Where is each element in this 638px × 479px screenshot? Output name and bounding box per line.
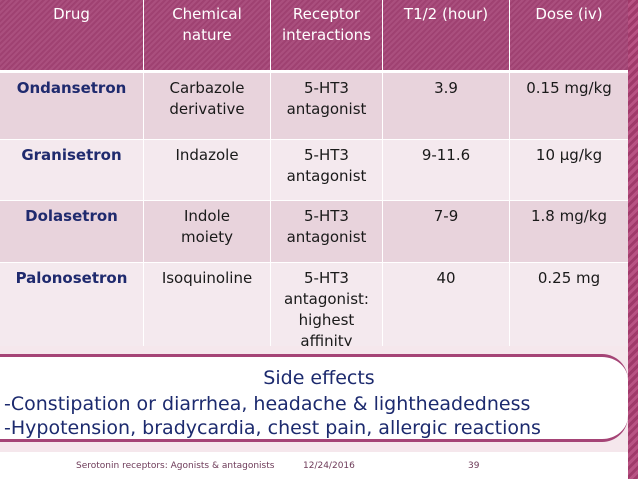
- drug-name-ondansetron: Ondansetron: [16, 79, 127, 97]
- cell-receptor-interaction: 5-HT3 antagonist: highest affinity: [271, 263, 383, 359]
- header-dose: Dose (iv): [510, 0, 628, 73]
- nature-line: Carbazole: [169, 79, 245, 97]
- interaction-line: antagonist: [286, 167, 367, 185]
- interaction-line: antagonist: [286, 228, 367, 246]
- table-row: Ondansetron Carbazole derivative 5-HT3 a…: [0, 73, 628, 140]
- half-life-value: 40: [436, 269, 456, 287]
- interaction-line: antagonist:: [284, 290, 369, 308]
- nature-line: Indazole: [175, 146, 239, 164]
- cell-dose: 0.25 mg: [510, 263, 628, 359]
- half-life-value: 3.9: [434, 79, 458, 97]
- header-half-life-text: T1/2 (hour): [403, 5, 489, 23]
- cell-half-life: 7-9: [383, 201, 510, 263]
- cell-half-life: 40: [383, 263, 510, 359]
- footer-title: Serotonin receptors: Agonists & antagoni…: [76, 461, 275, 471]
- header-dose-text: Dose (iv): [535, 5, 603, 23]
- header-chemical-nature-line1: Chemical: [172, 5, 242, 23]
- header-receptor-line1: Receptor: [292, 5, 361, 23]
- footer-page-number: 39: [468, 461, 480, 471]
- header-chemical-nature: Chemical nature: [144, 0, 271, 73]
- cell-dose: 0.15 mg/kg: [510, 73, 628, 140]
- header-drug: Drug: [0, 0, 144, 73]
- header-receptor-line2: interactions: [282, 26, 371, 44]
- interaction-line: affinity: [300, 332, 353, 350]
- cell-chemical-nature: Indole moiety: [144, 201, 271, 263]
- table-row: Dolasetron Indole moiety 5-HT3 antagonis…: [0, 201, 628, 263]
- cell-receptor-interaction: 5-HT3 antagonist: [271, 73, 383, 140]
- side-effects-panel: [0, 346, 628, 452]
- footer-date: 12/24/2016: [303, 461, 355, 471]
- drug-name-palonosetron: Palonosetron: [15, 269, 128, 287]
- drug-name-granisetron: Granisetron: [21, 146, 122, 164]
- interaction-line: 5-HT3: [304, 207, 349, 225]
- cell-receptor-interaction: 5-HT3 antagonist: [271, 140, 383, 201]
- side-effects-box: [0, 354, 628, 442]
- side-effects-line: -Hypotension, bradycardia, chest pain, a…: [4, 417, 541, 439]
- interaction-line: 5-HT3: [304, 146, 349, 164]
- table-row: Palonosetron Isoquinoline 5-HT3 antagoni…: [0, 263, 628, 359]
- cell-drug: Ondansetron: [0, 73, 144, 140]
- cell-dose: 1.8 mg/kg: [510, 201, 628, 263]
- cell-chemical-nature: Indazole: [144, 140, 271, 201]
- dose-value: 10 μg/kg: [535, 146, 603, 164]
- cell-drug: Palonosetron: [0, 263, 144, 359]
- cell-drug: Dolasetron: [0, 201, 144, 263]
- decorative-side-strip: [628, 0, 638, 479]
- cell-half-life: 9-11.6: [383, 140, 510, 201]
- nature-line: Indole: [183, 207, 231, 225]
- header-chemical-nature-line2: nature: [182, 26, 232, 44]
- dose-value: 0.25 mg: [537, 269, 601, 287]
- interaction-line: highest: [298, 311, 355, 329]
- cell-drug: Granisetron: [0, 140, 144, 201]
- side-effects-title: Side effects: [263, 367, 375, 389]
- dose-value: 1.8 mg/kg: [530, 207, 608, 225]
- nature-line: moiety: [181, 228, 233, 246]
- drug-comparison-table: Drug Chemical nature Receptor interactio…: [0, 0, 628, 359]
- nature-line: Isoquinoline: [161, 269, 253, 287]
- interaction-line: antagonist: [286, 100, 367, 118]
- cell-half-life: 3.9: [383, 73, 510, 140]
- half-life-value: 7-9: [433, 207, 459, 225]
- cell-chemical-nature: Carbazole derivative: [144, 73, 271, 140]
- half-life-value: 9-11.6: [421, 146, 471, 164]
- interaction-line: 5-HT3: [304, 79, 349, 97]
- header-receptor-interactions: Receptor interactions: [271, 0, 383, 73]
- nature-line: derivative: [169, 100, 245, 118]
- cell-chemical-nature: Isoquinoline: [144, 263, 271, 359]
- cell-receptor-interaction: 5-HT3 antagonist: [271, 201, 383, 263]
- drug-name-dolasetron: Dolasetron: [25, 207, 118, 225]
- interaction-line: 5-HT3: [304, 269, 349, 287]
- header-half-life: T1/2 (hour): [383, 0, 510, 73]
- table-row: Granisetron Indazole 5-HT3 antagonist 9-…: [0, 140, 628, 201]
- dose-value: 0.15 mg/kg: [526, 79, 612, 97]
- cell-dose: 10 μg/kg: [510, 140, 628, 201]
- header-drug-text: Drug: [53, 5, 90, 23]
- side-effects-line: -Constipation or diarrhea, headache & li…: [4, 393, 531, 415]
- table-header-row: Drug Chemical nature Receptor interactio…: [0, 0, 628, 73]
